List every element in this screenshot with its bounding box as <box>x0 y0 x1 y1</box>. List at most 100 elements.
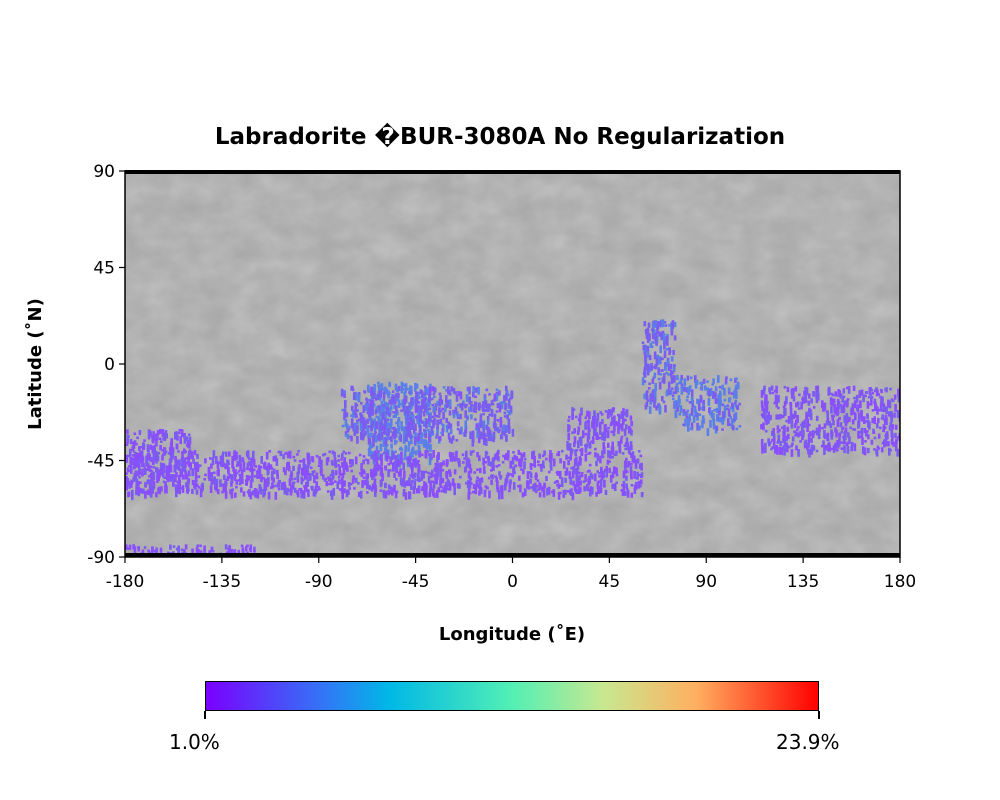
abundance-pixel <box>812 406 816 409</box>
abundance-pixel <box>529 463 533 469</box>
abundance-pixel <box>852 385 856 391</box>
abundance-pixel <box>599 455 602 464</box>
abundance-pixel <box>884 441 888 447</box>
abundance-pixel <box>208 550 212 556</box>
abundance-pixel <box>887 441 890 447</box>
abundance-pixel <box>343 457 346 463</box>
abundance-pixel <box>797 407 801 410</box>
abundance-pixel <box>588 443 592 449</box>
abundance-pixel <box>551 490 554 494</box>
abundance-pixel <box>626 442 630 451</box>
abundance-pixel <box>238 473 242 477</box>
abundance-pixel <box>735 377 738 381</box>
abundance-pixel <box>383 386 387 395</box>
abundance-pixel <box>485 424 488 430</box>
abundance-pixel <box>547 470 551 474</box>
abundance-pixel <box>348 425 351 429</box>
abundance-pixel <box>802 400 806 403</box>
abundance-pixel <box>419 413 422 419</box>
abundance-pixel <box>823 423 827 429</box>
abundance-pixel <box>229 489 232 495</box>
abundance-pixel <box>575 448 579 452</box>
abundance-pixel <box>446 459 449 465</box>
abundance-pixel <box>368 484 371 491</box>
abundance-pixel <box>128 469 131 472</box>
abundance-pixel <box>532 483 535 492</box>
abundance-pixel <box>694 380 698 389</box>
abundance-pixel <box>287 451 290 457</box>
abundance-pixel <box>506 414 509 420</box>
abundance-pixel <box>771 391 775 395</box>
abundance-pixel <box>392 466 395 472</box>
abundance-pixel <box>517 449 521 455</box>
abundance-pixel <box>164 481 167 490</box>
abundance-pixel <box>672 364 676 372</box>
abundance-pixel <box>686 375 690 381</box>
abundance-pixel <box>393 484 396 493</box>
abundance-pixel <box>584 453 588 462</box>
abundance-pixel <box>645 395 649 401</box>
abundance-pixel <box>270 486 273 489</box>
abundance-pixel <box>428 387 432 396</box>
abundance-pixel <box>850 441 854 448</box>
abundance-pixel <box>439 466 443 472</box>
abundance-pixel <box>467 459 471 468</box>
abundance-pixel <box>420 436 423 445</box>
abundance-pixel <box>482 409 485 412</box>
abundance-pixel <box>486 426 490 435</box>
abundance-pixel <box>344 400 347 408</box>
abundance-pixel <box>790 449 794 457</box>
abundance-pixel <box>488 408 492 411</box>
abundance-pixel <box>871 409 875 412</box>
abundance-pixel <box>135 489 138 496</box>
abundance-pixel <box>227 547 231 553</box>
abundance-pixel <box>183 433 186 436</box>
abundance-pixel <box>357 394 361 403</box>
abundance-pixel <box>417 438 420 445</box>
abundance-pixel <box>466 457 470 461</box>
abundance-pixel <box>334 460 338 468</box>
abundance-pixel <box>701 415 705 424</box>
abundance-pixel <box>522 469 525 475</box>
abundance-pixel <box>196 464 200 470</box>
abundance-pixel <box>879 403 883 412</box>
abundance-pixel <box>722 418 726 421</box>
abundance-pixel <box>451 452 455 461</box>
abundance-pixel <box>315 481 318 487</box>
abundance-pixel <box>648 333 651 342</box>
abundance-pixel <box>375 457 379 466</box>
abundance-pixel <box>422 470 425 479</box>
abundance-pixel <box>579 480 582 486</box>
abundance-pixel <box>126 435 129 441</box>
abundance-pixel <box>838 432 842 438</box>
abundance-pixel <box>498 390 501 396</box>
abundance-pixel <box>615 467 618 470</box>
x-tick-label: 0 <box>507 572 518 592</box>
abundance-pixel <box>407 441 411 447</box>
abundance-pixel <box>328 482 331 486</box>
abundance-pixel <box>613 466 616 475</box>
abundance-pixel <box>609 474 613 483</box>
abundance-pixel <box>467 492 471 500</box>
abundance-pixel <box>397 400 401 408</box>
abundance-pixel <box>812 391 816 397</box>
abundance-pixel <box>709 388 713 396</box>
abundance-pixel <box>509 460 512 469</box>
abundance-pixel <box>403 470 406 479</box>
abundance-pixel <box>486 403 490 412</box>
abundance-pixel <box>893 412 896 418</box>
abundance-pixel <box>568 415 571 419</box>
abundance-pixel <box>885 432 888 441</box>
abundance-pixel <box>584 446 588 452</box>
abundance-pixel <box>394 393 398 399</box>
abundance-pixel <box>688 413 691 422</box>
abundance-pixel <box>317 464 321 467</box>
abundance-pixel <box>587 431 591 440</box>
abundance-pixel <box>828 386 831 395</box>
abundance-pixel <box>591 474 594 480</box>
abundance-pixel <box>308 473 312 481</box>
abundance-pixel <box>652 334 656 340</box>
abundance-pixel <box>842 395 846 399</box>
abundance-pixel <box>360 431 364 440</box>
abundance-pixel <box>404 457 407 461</box>
